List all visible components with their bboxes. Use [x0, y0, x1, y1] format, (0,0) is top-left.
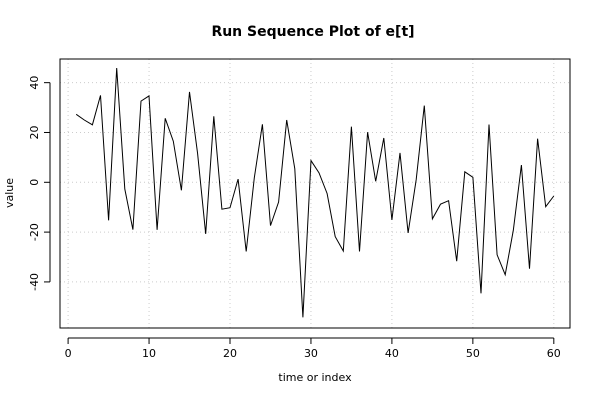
x-axis: 0 10 20 30 40 50 60: [65, 337, 561, 360]
chart-title: Run Sequence Plot of e[t]: [211, 24, 414, 40]
y-tick-label: 0: [28, 179, 41, 186]
x-tick-label: 20: [223, 347, 237, 360]
x-tick-label: 10: [142, 347, 156, 360]
y-axis-label: value: [3, 178, 16, 208]
grid: [60, 59, 570, 328]
y-tick-label: 40: [28, 76, 41, 90]
series-line: [75, 67, 555, 318]
x-tick-label: 0: [65, 347, 72, 360]
x-axis-label: time or index: [278, 371, 352, 384]
y-tick-label: 20: [28, 125, 41, 139]
x-tick-label: 60: [547, 347, 561, 360]
x-tick-label: 50: [466, 347, 480, 360]
x-tick-label: 30: [304, 347, 318, 360]
y-tick-label: -40: [28, 273, 41, 291]
x-tick-label: 40: [385, 347, 399, 360]
y-axis: -40 -20 0 20 40: [28, 76, 51, 291]
y-tick-label: -20: [28, 223, 41, 241]
plot-box: [59, 58, 571, 329]
